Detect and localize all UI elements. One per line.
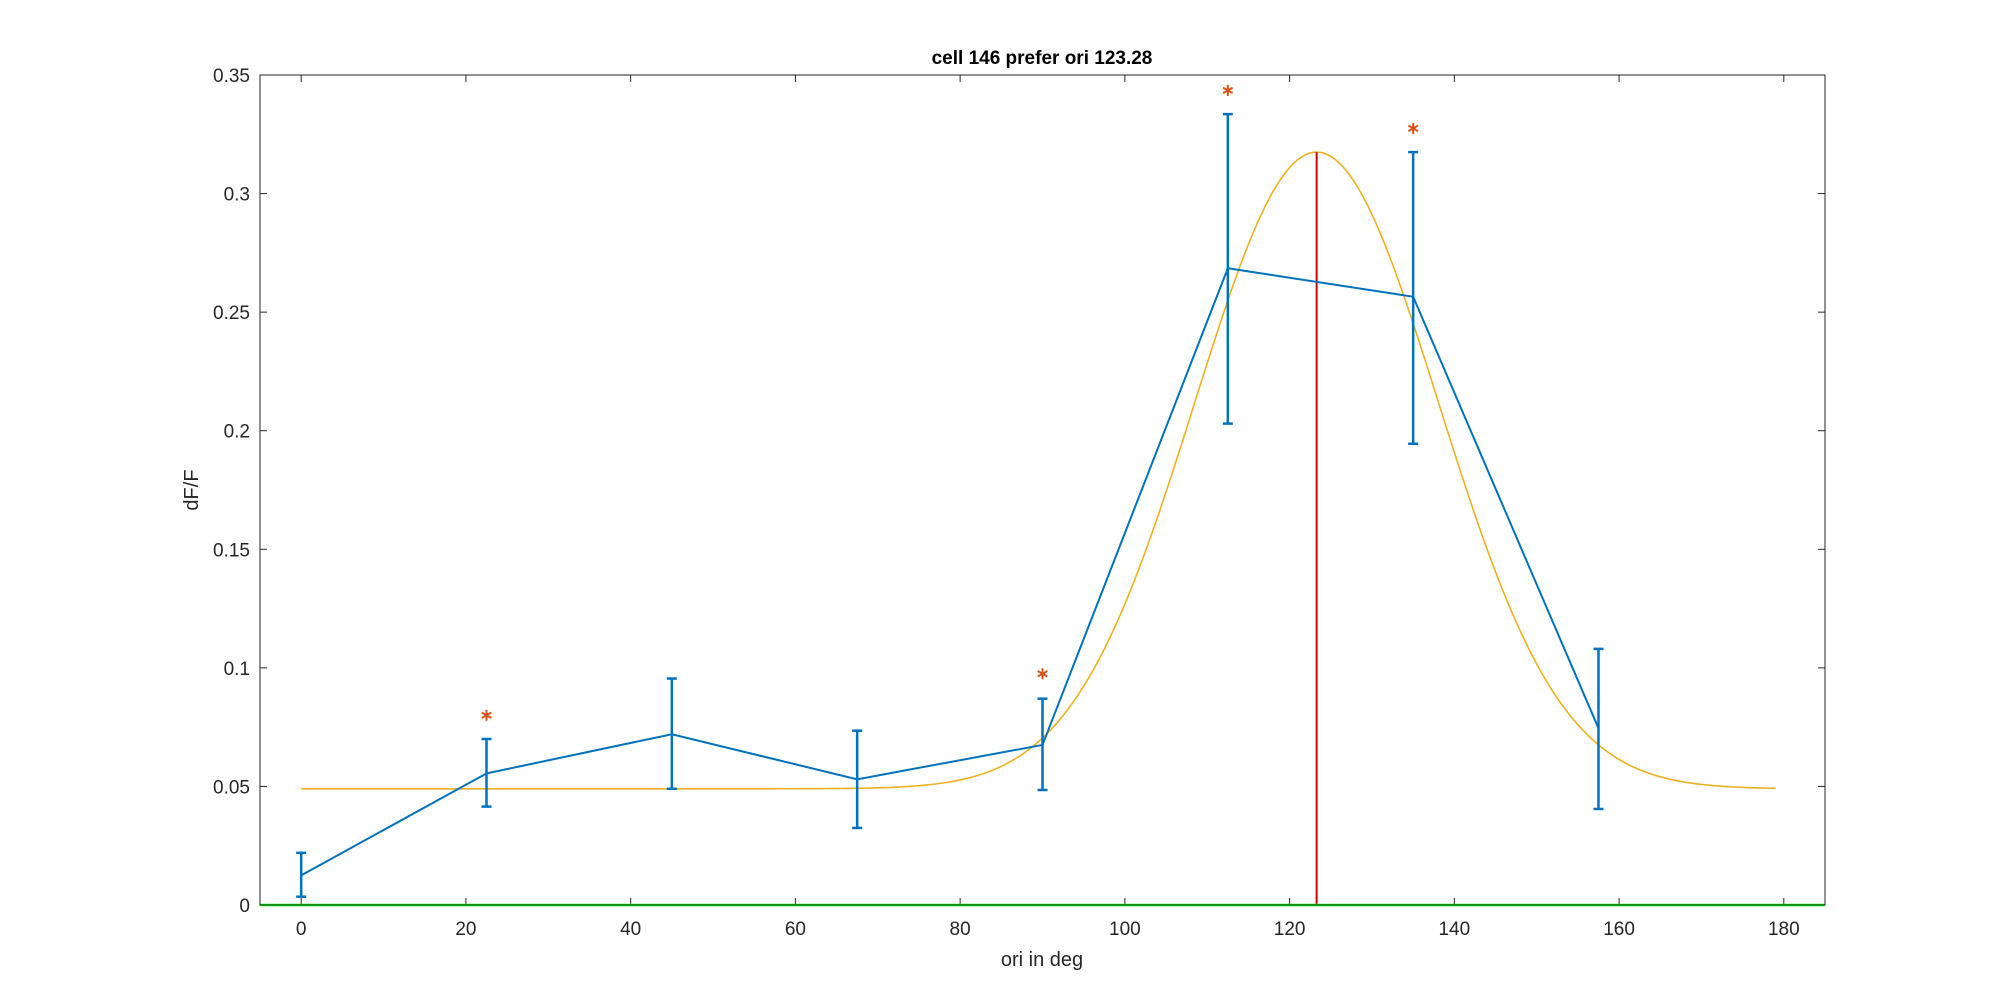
y-tick-label: 0 (239, 896, 250, 917)
x-tick-label: 160 (1603, 919, 1635, 940)
x-tick-label: 180 (1768, 919, 1800, 940)
asterisk-stroke (481, 711, 492, 719)
y-tick-label: 0.25 (213, 303, 250, 324)
x-tick-label: 0 (296, 919, 307, 940)
ticks-layer: 0 20 40 60 80 100 120 140 160 180 0 0.05 0.1 0.15 0.2 0… (213, 66, 1825, 940)
x-tick-label: 40 (620, 919, 641, 940)
x-tick-label: 140 (1438, 919, 1470, 940)
x-tick-label: 80 (950, 919, 971, 940)
asterisk-stroke (1037, 670, 1048, 678)
x-tick-label: 100 (1109, 919, 1141, 940)
y-tick-label: 0.3 (224, 185, 250, 206)
error-bar (1222, 112, 1233, 425)
plot-box (259, 74, 1826, 906)
y-tick-label: 0.35 (213, 66, 250, 87)
error-bar (1408, 150, 1419, 446)
y-tick-label: 0.05 (213, 777, 250, 798)
significance-marker (1407, 122, 1419, 134)
y-tick-label: 0.15 (213, 540, 250, 561)
significance-marker (1222, 84, 1234, 96)
asterisk-stroke (1222, 86, 1234, 95)
mean-response-line (300, 267, 1600, 877)
error-bar (296, 851, 307, 898)
asterisk-stroke (1407, 124, 1419, 132)
error-bar (1593, 647, 1604, 811)
significance-marker-layer (481, 84, 1419, 721)
chart-title: cell 146 prefer ori 123.28 (932, 48, 1153, 69)
error-bar (481, 737, 492, 808)
x-tick-label: 20 (455, 919, 476, 940)
data-layer (296, 112, 1604, 898)
significance-marker (481, 709, 492, 721)
error-bar (1037, 697, 1048, 792)
y-tick-label: 0.2 (224, 422, 250, 443)
fit-curve (301, 151, 1776, 790)
y-tick-label: 0.1 (224, 659, 250, 680)
x-tick-label: 60 (785, 919, 806, 940)
fit-layer (301, 151, 1776, 790)
significance-marker (1037, 668, 1048, 680)
error-bar (666, 677, 677, 791)
y-axis-label: dF/F (181, 469, 203, 510)
x-axis-label: ori in deg (1001, 949, 1083, 971)
x-tick-label: 120 (1274, 919, 1306, 940)
error-bar (852, 729, 863, 830)
